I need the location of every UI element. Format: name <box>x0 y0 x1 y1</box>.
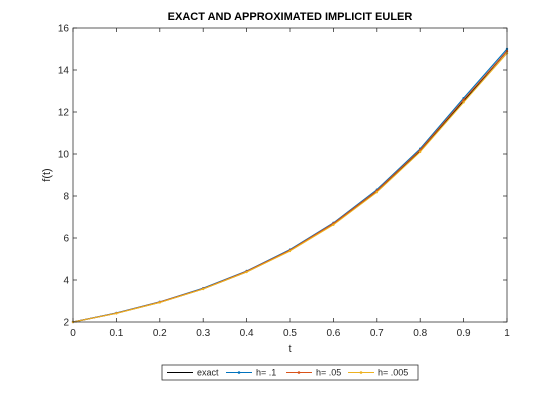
x-axis-ticks: 0 0.1 0.2 0.3 0.4 0.5 0.6 0.7 0.8 0.9 1 <box>70 28 510 339</box>
legend-marker <box>297 371 301 374</box>
y-tick-label: 2 <box>63 318 69 329</box>
y-tick-label: 4 <box>63 276 69 287</box>
series-point <box>245 270 248 274</box>
y-axis-label: f(t) <box>41 168 53 181</box>
x-tick-label: 0.9 <box>457 328 471 339</box>
y-axis-ticks: 2 4 6 8 10 12 14 16 <box>58 24 507 329</box>
legend-marker <box>237 371 241 374</box>
series-layer <box>71 47 509 324</box>
series-point <box>202 287 205 291</box>
series-point <box>115 312 118 315</box>
plot-area <box>73 28 507 322</box>
legend-items: exact h= .1 h= .05 h= .005 <box>167 368 408 378</box>
y-tick-label: 16 <box>58 24 70 35</box>
y-tick-label: 8 <box>63 192 69 203</box>
series-point <box>332 223 335 226</box>
x-tick-label: 0.2 <box>153 328 167 339</box>
series-point <box>462 98 465 102</box>
series-point <box>375 191 378 194</box>
y-tick-label: 10 <box>58 150 70 161</box>
y-tick-label: 6 <box>63 234 69 245</box>
series-point <box>419 150 422 154</box>
y-tick-label: 14 <box>58 66 70 77</box>
y-tick-label: 12 <box>58 108 70 119</box>
x-tick-label: 0.1 <box>109 328 123 339</box>
legend-label: h= .1 <box>256 368 276 378</box>
x-axis-label: t <box>288 343 291 355</box>
x-tick-label: 1 <box>504 328 510 339</box>
x-tick-label: 0.5 <box>283 328 297 339</box>
x-tick-label: 0.7 <box>370 328 384 339</box>
x-tick-label: 0 <box>70 328 76 339</box>
x-tick-label: 0.3 <box>196 328 210 339</box>
x-tick-label: 0.8 <box>413 328 427 339</box>
legend-label: h= .005 <box>378 368 408 378</box>
x-tick-label: 0.4 <box>240 328 254 339</box>
series-point <box>158 301 161 304</box>
series-point <box>462 101 465 104</box>
legend: exact h= .1 h= .05 h= .005 <box>161 364 419 381</box>
legend-label: h= .05 <box>316 368 341 378</box>
series-point <box>288 249 292 253</box>
legend-marker <box>359 371 363 374</box>
legend-label: exact <box>197 368 219 378</box>
x-tick-label: 0.6 <box>326 328 340 339</box>
chart-title: EXACT AND APPROXIMATED IMPLICIT EULER <box>168 11 413 23</box>
